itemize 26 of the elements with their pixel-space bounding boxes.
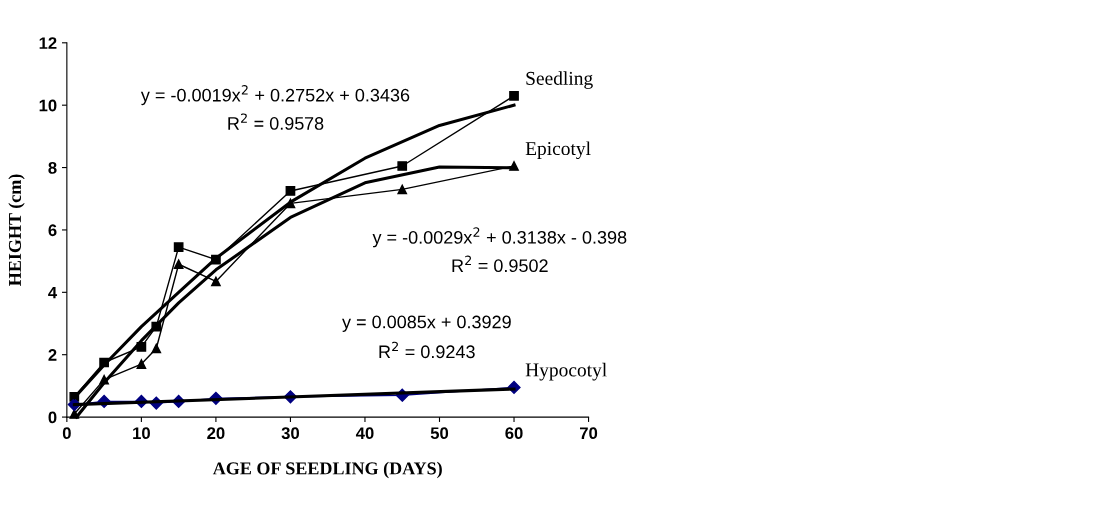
x-tick-label: 0	[62, 427, 71, 440]
annotation: R$^{2}$ = 0.9502	[452, 255, 548, 273]
x-tick-label: 10	[133, 427, 150, 440]
x-tick-label: 20	[207, 427, 225, 440]
annotation: y = -0.0019x$^{2}$ + 0.2752x + 0.3436	[140, 85, 410, 106]
y-tick-label: 12	[39, 37, 57, 49]
series-label: Seedling	[526, 71, 593, 89]
y-tick-label: 8	[48, 161, 57, 174]
annotation: R$^{2}$ = 0.9578	[228, 113, 324, 130]
series-label: Hypocotyl	[525, 362, 607, 381]
y-tick-label: 10	[39, 99, 57, 112]
y-tick-label: 4	[48, 286, 58, 299]
y-axis-title: HEIGHT (cm)	[8, 174, 25, 286]
x-tick-label: 50	[430, 427, 449, 440]
x-tick-label: 40	[355, 427, 374, 440]
x-tick-label: 60	[505, 427, 523, 440]
series-label: Epicotyl	[525, 141, 591, 160]
x-tick-label: 70	[580, 427, 598, 440]
annotation: R$^{2}$ = 0.9243	[379, 341, 475, 359]
y-tick-label: 0	[48, 411, 57, 424]
y-tick-label: 2	[48, 349, 57, 361]
annotation: y = -0.0029x$^{2}$ + 0.3138x - 0.398	[372, 227, 627, 248]
y-tick-label: 6	[48, 224, 57, 237]
annotation: y = 0.0085x + 0.3929	[342, 315, 511, 332]
x-tick-label: 30	[281, 427, 300, 440]
x-axis-title: AGE OF SEEDLING (DAYS)	[212, 461, 442, 479]
